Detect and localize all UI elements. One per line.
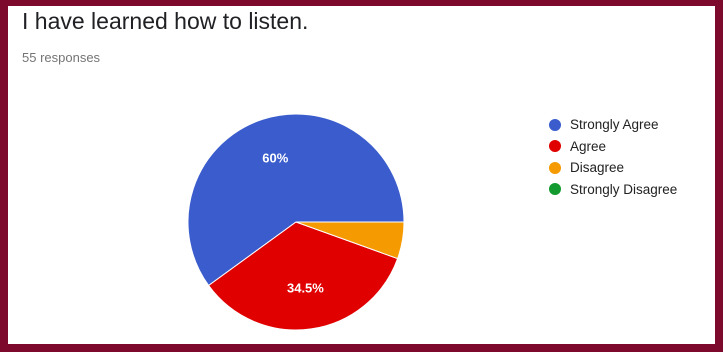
pie-slice-agree: [207, 221, 399, 331]
legend-item: Agree: [549, 136, 677, 158]
response-count: 55 responses: [22, 50, 101, 65]
legend-item: Disagree: [549, 157, 677, 179]
legend-swatch: [549, 183, 561, 196]
legend-item: Strongly Agree: [549, 114, 677, 136]
legend-label: Strongly Agree: [570, 117, 659, 133]
legend-item: Strongly Disagree: [549, 179, 677, 201]
pie-slice-disagree: [295, 221, 405, 260]
slice-label-agree: 34.5%: [287, 280, 324, 295]
pie-slice-strongly-agree: [187, 113, 405, 287]
legend-swatch: [549, 161, 561, 174]
pie-chart: 60% 34.5%: [187, 113, 405, 331]
chart-legend: Strongly Agree Agree Disagree Strongly Disa…: [549, 114, 677, 200]
slice-label-strongly-agree: 60%: [262, 150, 288, 165]
legend-swatch: [549, 140, 561, 153]
legend-label: Disagree: [570, 160, 625, 176]
question-title: I have learned how to listen.: [22, 8, 309, 34]
legend-label: Strongly Disagree: [570, 181, 678, 197]
chart-card: I have learned how to listen. 55 respons…: [8, 6, 715, 344]
legend-label: Agree: [570, 138, 607, 154]
legend-swatch: [549, 118, 561, 131]
